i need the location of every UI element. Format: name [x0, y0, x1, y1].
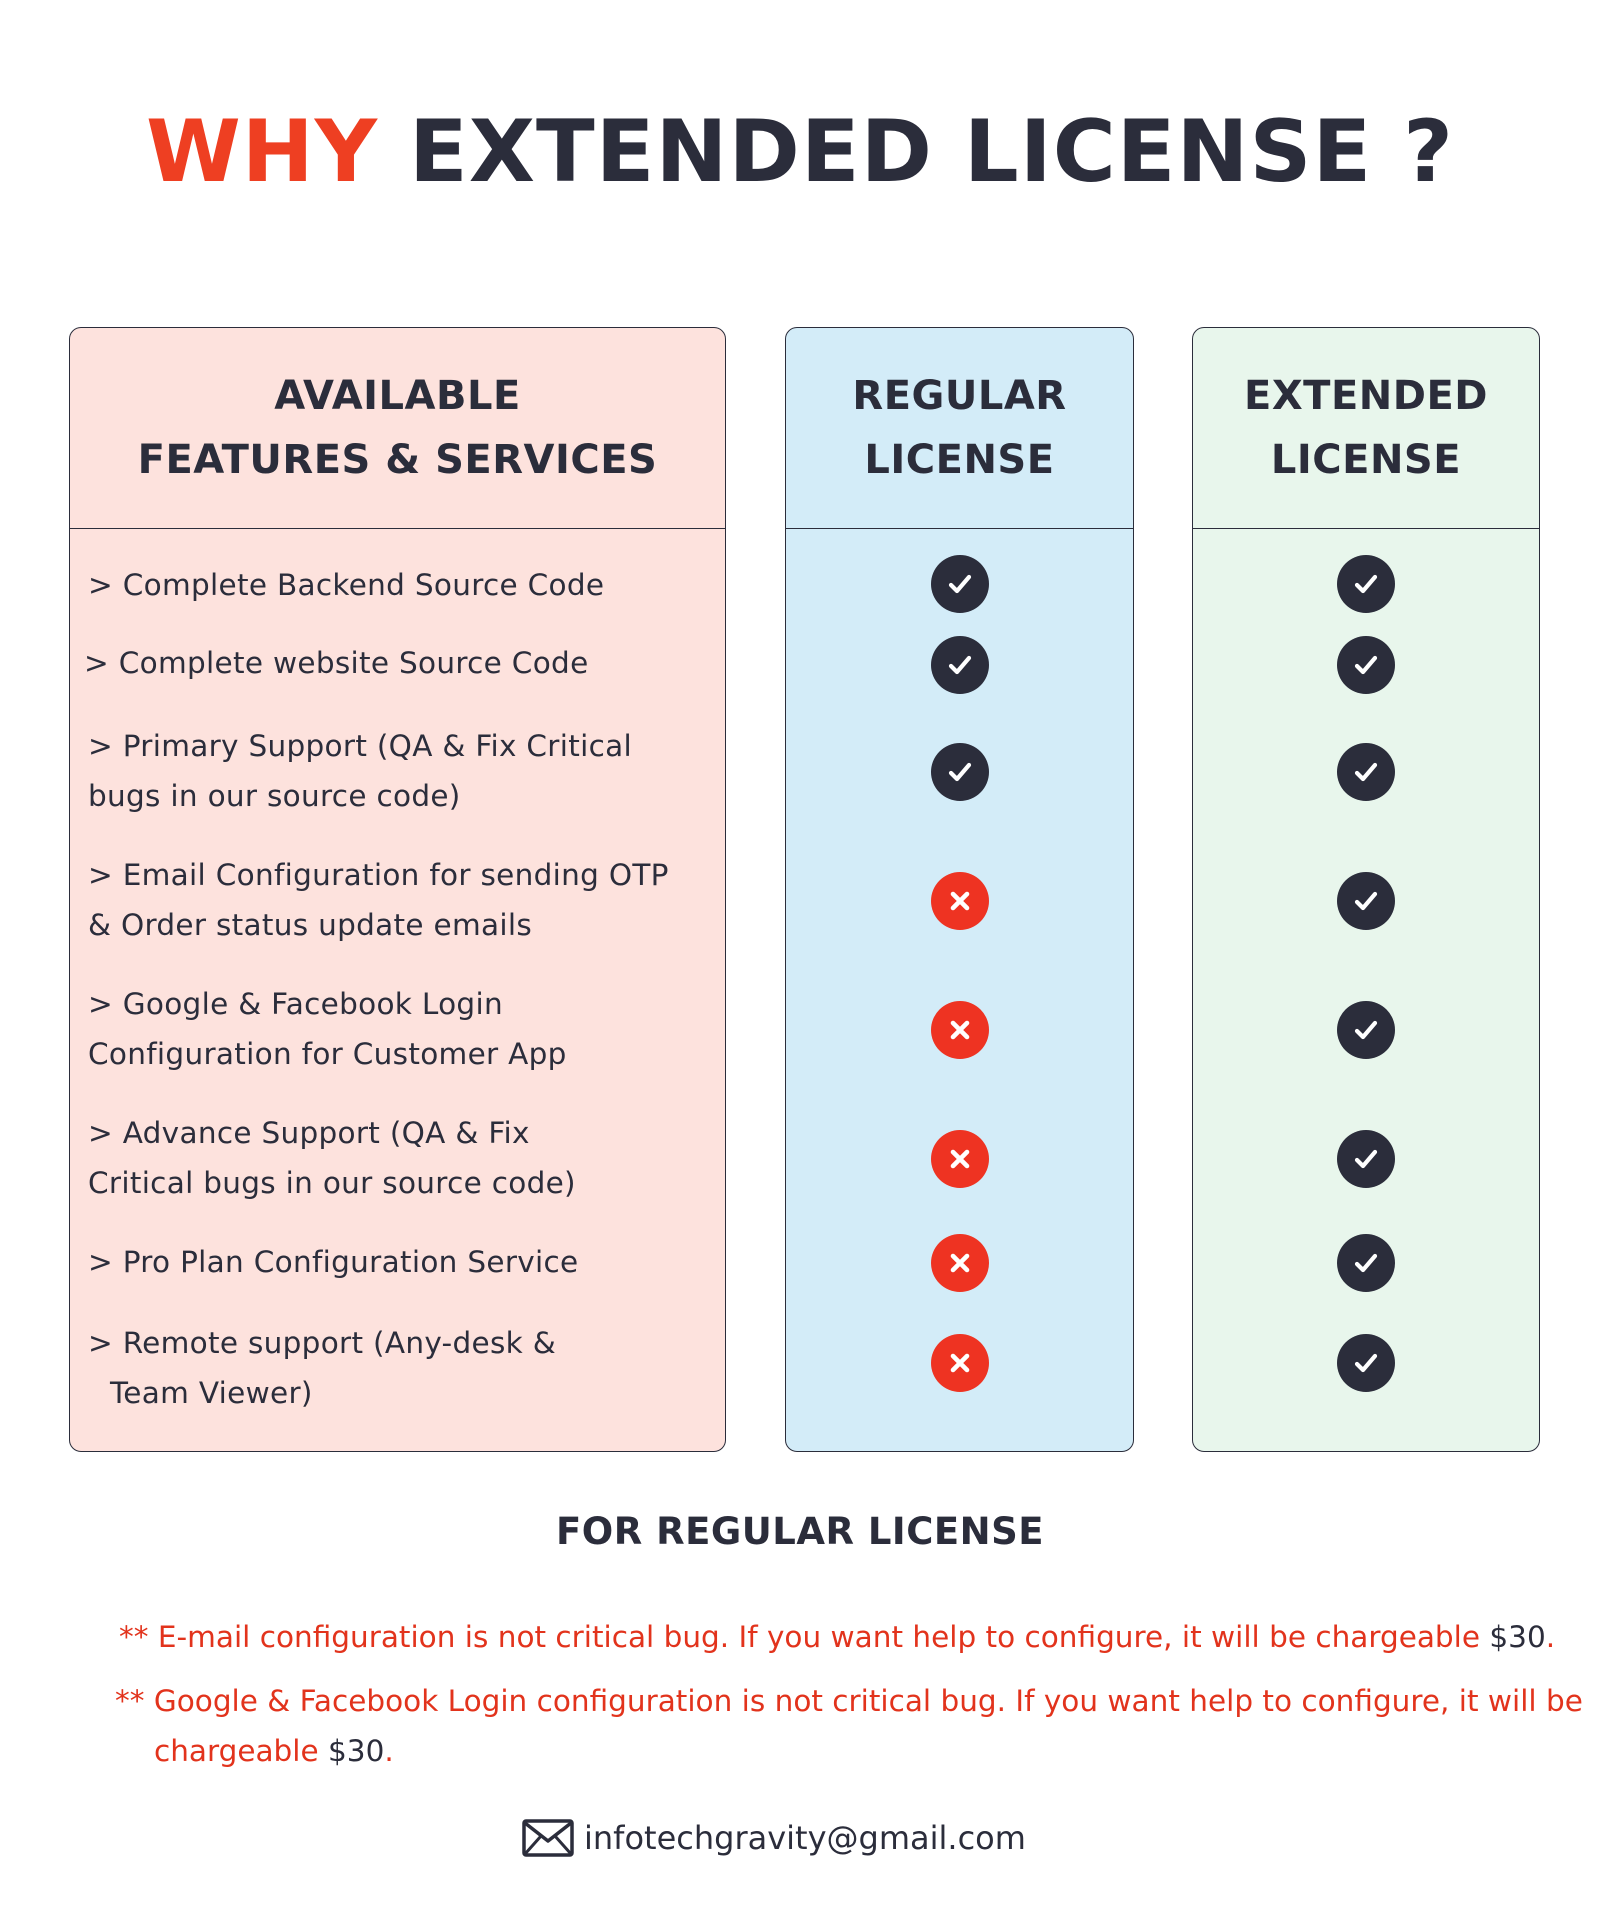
feature-text: Configuration for Customer App — [88, 1037, 567, 1071]
feature-text: bugs in our source code) — [88, 779, 461, 813]
feature-item: > Remote support (Any-desk & Team Viewer… — [88, 1318, 718, 1418]
check-icon — [930, 555, 989, 613]
cross-icon — [930, 1334, 989, 1392]
page-title: WHY EXTENDED LICENSE ? — [0, 100, 1600, 204]
features-column-header: AVAILABLE FEATURES & SERVICES — [70, 328, 725, 529]
feature-text: > Primary Support (QA & Fix Critical — [88, 729, 632, 763]
title-accent: WHY — [145, 102, 379, 202]
regular-header-line2: LICENSE — [864, 437, 1055, 483]
feature-text: > Remote support (Any-desk & — [88, 1326, 557, 1360]
regular-column-header: REGULAR LICENSE — [786, 328, 1133, 529]
feature-text: > Complete website Source Code — [84, 646, 589, 680]
cross-icon — [930, 1234, 989, 1292]
check-icon — [930, 743, 989, 801]
check-icon — [1337, 1334, 1395, 1392]
check-icon — [1337, 1130, 1395, 1188]
regular-license-heading: FOR REGULAR LICENSE — [555, 1510, 1045, 1553]
note-text: chargeable — [154, 1734, 319, 1768]
feature-text: > Complete Backend Source Code — [88, 568, 605, 602]
feature-text: Critical bugs in our source code) — [88, 1166, 576, 1200]
regular-header-line1: REGULAR — [852, 373, 1067, 419]
feature-text: Team Viewer) — [110, 1376, 313, 1410]
feature-text: > Advance Support (QA & Fix — [88, 1116, 530, 1150]
extended-header-line2: LICENSE — [1270, 437, 1462, 483]
check-icon — [1337, 555, 1395, 613]
check-icon — [1337, 636, 1395, 694]
feature-text: & Order status update emails — [88, 908, 533, 942]
features-header-line2: FEATURES & SERVICES — [137, 437, 658, 483]
extended-header-line1: EXTENDED — [1244, 373, 1488, 419]
feature-text: > Pro Plan Configuration Service — [88, 1245, 579, 1279]
note-end: . — [384, 1734, 394, 1768]
note-social-login-cont: chargeable $30. — [154, 1726, 394, 1776]
cross-icon — [930, 1001, 989, 1059]
feature-item: > Primary Support (QA & Fix Critical bug… — [88, 721, 718, 821]
note-text: ** Google & Facebook Login configuration… — [115, 1684, 1583, 1718]
check-icon — [930, 636, 989, 694]
email-address[interactable]: infotechgravity@gmail.com — [584, 1819, 1026, 1857]
check-icon — [1337, 743, 1395, 801]
cross-icon — [930, 1130, 989, 1188]
feature-item: > Google & Facebook Login Configuration … — [88, 979, 718, 1079]
cross-icon — [930, 872, 989, 930]
note-social-login: ** Google & Facebook Login configuration… — [115, 1676, 1583, 1726]
note-email: ** E-mail configuration is not critical … — [119, 1612, 1555, 1662]
note-price: $30 — [1489, 1620, 1546, 1654]
feature-item: > Advance Support (QA & Fix Critical bug… — [88, 1108, 718, 1208]
check-icon — [1337, 872, 1395, 930]
features-header-line1: AVAILABLE — [274, 373, 521, 419]
feature-item: > Complete website Source Code — [84, 638, 714, 688]
note-text: ** E-mail configuration is not critical … — [119, 1620, 1481, 1654]
regular-license-column: REGULAR LICENSE — [785, 327, 1134, 1452]
extended-license-column: EXTENDED LICENSE — [1192, 327, 1540, 1452]
extended-column-header: EXTENDED LICENSE — [1193, 328, 1539, 529]
title-main: EXTENDED LICENSE ? — [409, 102, 1455, 202]
feature-text: > Email Configuration for sending OTP — [88, 858, 669, 892]
contact-email[interactable]: infotechgravity@gmail.com — [522, 1813, 1026, 1863]
feature-item: > Pro Plan Configuration Service — [88, 1237, 718, 1287]
feature-item: > Complete Backend Source Code — [88, 560, 718, 610]
features-column: AVAILABLE FEATURES & SERVICES > Complete… — [69, 327, 726, 1452]
note-price: $30 — [328, 1734, 385, 1768]
check-icon — [1337, 1001, 1395, 1059]
check-icon — [1337, 1234, 1395, 1292]
feature-item: > Email Configuration for sending OTP & … — [88, 850, 718, 950]
note-end: . — [1545, 1620, 1556, 1654]
feature-text: > Google & Facebook Login — [88, 987, 503, 1021]
mail-icon — [522, 1819, 574, 1857]
